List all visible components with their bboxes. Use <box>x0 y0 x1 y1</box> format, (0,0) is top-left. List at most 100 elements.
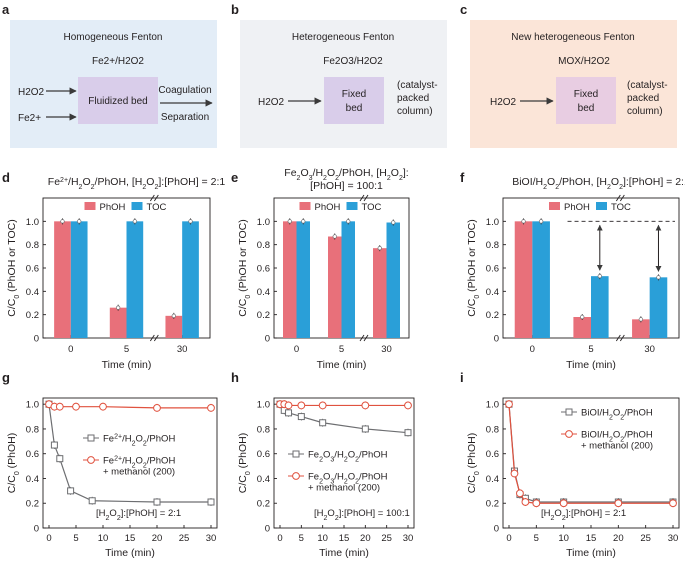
toc-bar <box>70 221 88 338</box>
legend-label-phoh: PhOH <box>315 202 341 213</box>
y-tick-label: 0.6 <box>486 449 499 460</box>
x-tick-label: 25 <box>640 533 651 544</box>
legend-label-cont: + methanol (200) <box>308 483 380 494</box>
circle-marker <box>521 498 530 506</box>
toc-bar <box>591 276 609 338</box>
data-point-marker <box>60 219 65 224</box>
x-tick-label: 30 <box>177 344 188 355</box>
y-tick-label: 0.8 <box>486 240 499 251</box>
scheme-b-note: (catalyst-packed column) <box>397 80 438 117</box>
axis-break-mark <box>153 194 159 202</box>
fixed-bed-label-c: Fixed bed <box>574 89 598 114</box>
circle-marker <box>72 402 80 411</box>
y-tick-label: 0.4 <box>26 474 39 485</box>
toc-bar <box>341 221 355 338</box>
scheme-c-formula: MOX/H2O2 <box>558 56 610 67</box>
y-tick-label: 1.0 <box>257 217 270 228</box>
phoh-bar <box>632 319 650 338</box>
data-point-marker <box>377 246 382 251</box>
y-tick-label: 0.6 <box>26 449 39 460</box>
y-tick-label: 0.8 <box>26 424 39 435</box>
line-chart-i: 0 0.2 0.4 0.6 0.8 1.0 0 5 10 15 20 25 30 C/C0 (PhOH) T… <box>466 397 680 559</box>
circle-marker <box>404 401 412 410</box>
circle-marker <box>510 469 519 478</box>
axis-break-mark <box>615 334 621 342</box>
x-tick-label: 10 <box>98 533 109 544</box>
data-point-marker <box>521 219 526 224</box>
legend-label-cont: + methanol (200) <box>103 467 175 478</box>
x-tick-label: 5 <box>299 533 304 544</box>
x-tick-label: 30 <box>206 533 217 544</box>
legend-label-cont: + methanol (200) <box>581 441 653 452</box>
scheme-b: Heterogeneous Fenton Fe2O3/H2O2 Fixed bed… <box>240 20 447 148</box>
fixed-bed-box-b <box>324 77 384 124</box>
y-tick-label: 0.4 <box>26 287 39 298</box>
panel-label-g: g <box>2 370 10 385</box>
fixed-bed-box-c <box>556 77 616 124</box>
x-tick-label: 25 <box>179 533 190 544</box>
axis-break-mark <box>619 194 625 202</box>
data-point-marker <box>656 275 661 280</box>
y-axis-label: C/C0 (PhOH) <box>6 433 21 494</box>
scheme-a-reagent-top: H2O2 <box>18 87 45 98</box>
legend-label: Fe2+/H2O2/PhOH <box>103 455 175 469</box>
square-marker <box>207 498 215 506</box>
ratio-annotation: [H2O2]:[PhOH] = 2:1 <box>96 508 181 522</box>
y-tick-label: 0.8 <box>257 240 270 251</box>
x-tick-label: 0 <box>530 344 535 355</box>
axis-break-mark <box>615 194 621 202</box>
y-tick-label: 1.0 <box>26 217 39 228</box>
circle-marker <box>516 489 524 498</box>
bar-chart-e: Fe2O3/H2O2/PhOH, [H2O2]:[PhOH] = 100:1 0 0… <box>237 167 410 371</box>
data-point-marker <box>638 317 644 322</box>
legend-label-toc: TOC <box>147 202 167 213</box>
panel-label-i: i <box>460 370 464 385</box>
y-tick-label: 0.2 <box>26 499 39 510</box>
y-tick-label: 0.4 <box>257 474 270 485</box>
y-tick-label: 0 <box>265 524 270 535</box>
circle-marker <box>361 401 370 410</box>
x-tick-label: 15 <box>125 533 136 544</box>
toc-bar <box>296 221 310 338</box>
circle-marker <box>297 401 306 410</box>
x-tick-label: 15 <box>339 533 350 544</box>
y-tick-label: 1.0 <box>486 217 499 228</box>
legend-label: Fe2+/H2O2/PhOH <box>103 433 175 447</box>
y-tick-label: 0.6 <box>257 449 270 460</box>
square-marker <box>361 425 369 433</box>
phoh-bar <box>514 221 533 338</box>
data-point-marker <box>77 219 82 224</box>
y-tick-label: 0.4 <box>257 287 270 298</box>
x-tick-label: 5 <box>339 344 344 355</box>
y-tick-label: 0.8 <box>257 424 270 435</box>
circle-marker <box>559 499 568 508</box>
circle-marker <box>55 402 64 411</box>
legend-circle-marker <box>292 472 300 480</box>
panel-label-b: b <box>231 2 239 17</box>
y-tick-label: 0 <box>265 334 270 345</box>
toc-bar <box>386 222 400 338</box>
square-marker <box>56 455 64 463</box>
legend-label: BiOI/H2O2/PhOH <box>581 408 653 422</box>
legend-label: BiOI/H2O2/PhOH <box>581 430 653 444</box>
y-tick-label: 0 <box>34 524 39 535</box>
x-tick-label: 10 <box>317 533 328 544</box>
square-marker <box>67 487 75 495</box>
bar-chart-d: Fe2+/H2O2/PhOH, [H2O2]:[PhOH] = 2:1 0 0.2 0… <box>6 176 225 371</box>
y-tick-label: 0.6 <box>257 264 270 275</box>
legend-square-marker <box>292 450 300 458</box>
panel-label-a: a <box>2 2 10 17</box>
panel-label-h: h <box>231 370 239 385</box>
legend-swatch-phoh <box>84 202 96 210</box>
y-tick-label: 0.2 <box>257 499 270 510</box>
scheme-a: Homogeneous Fenton Fe2+/H2O2 Fluidized b… <box>10 20 217 148</box>
axis-break-mark <box>619 334 625 342</box>
axis-break-mark <box>149 194 155 202</box>
y-tick-label: 0.2 <box>26 310 39 321</box>
panel-label-e: e <box>231 170 238 185</box>
scheme-c-reagent: H2O2 <box>490 97 517 108</box>
phoh-bar <box>54 221 71 338</box>
toc-bar <box>126 221 144 338</box>
data-point-marker <box>287 219 292 224</box>
series-line-2 <box>508 404 673 504</box>
